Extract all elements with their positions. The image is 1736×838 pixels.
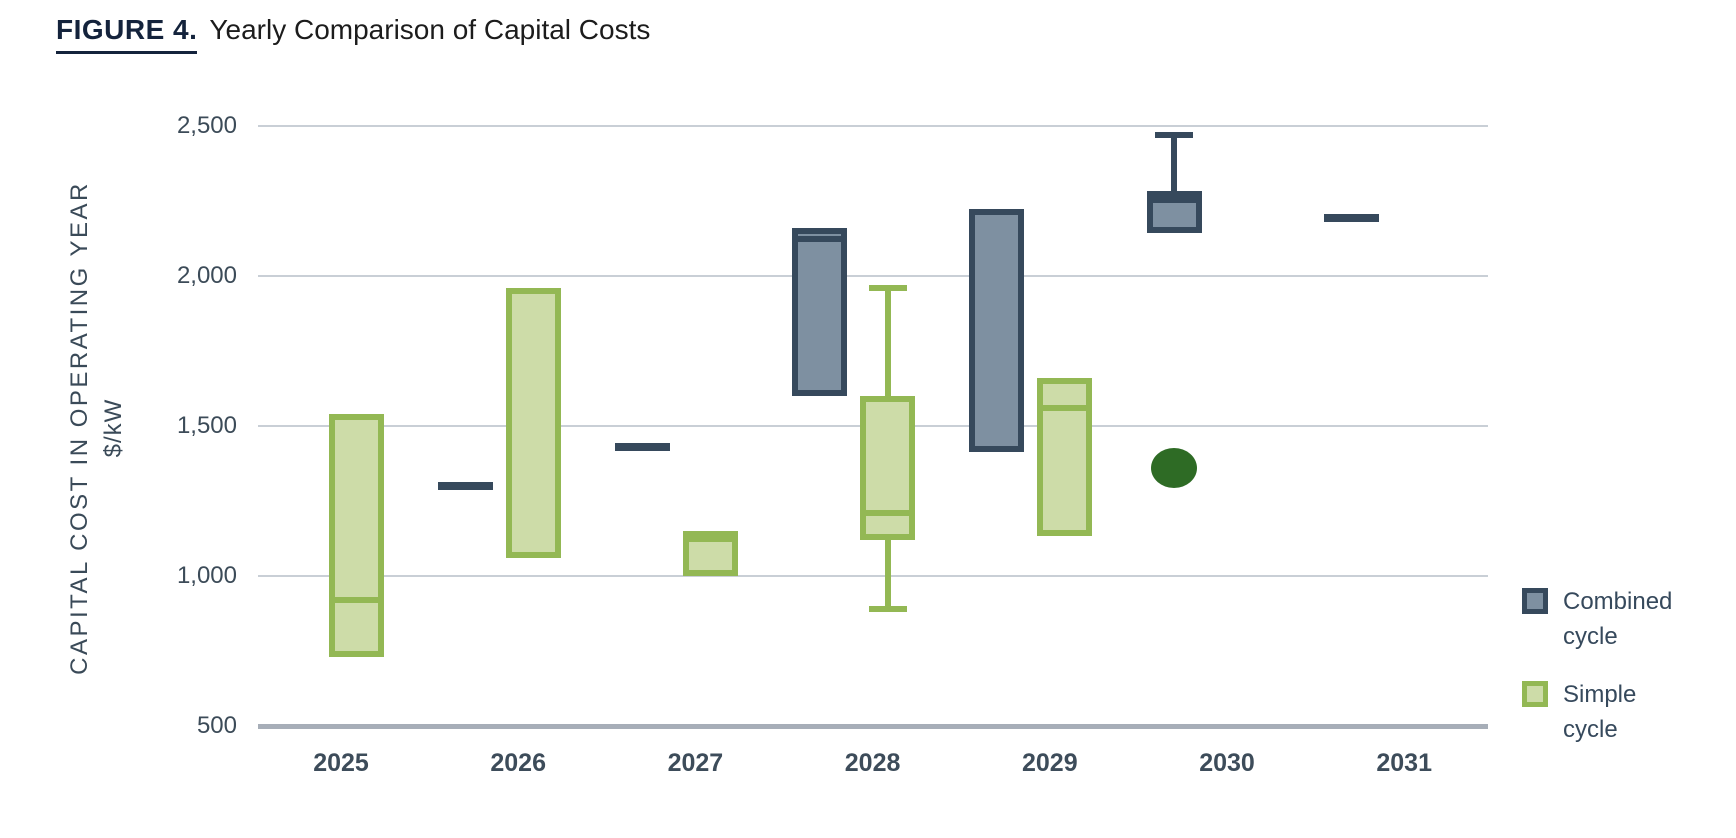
whisker-high-stem-2028-simple-cycle (884, 288, 891, 396)
median-2028-combined-cycle (798, 235, 842, 242)
box-2029-combined-cycle (969, 208, 1025, 452)
figure-title-text: Yearly Comparison of Capital Costs (209, 14, 651, 45)
box-2029-simple-cycle (1037, 378, 1093, 536)
x-tick-label-2027: 2027 (667, 749, 724, 777)
x-tick-label-2025: 2025 (313, 749, 369, 777)
gridline-1,000 (258, 575, 1488, 577)
figure-title: FIGURE 4. Yearly Comparison of Capital Co… (56, 14, 650, 54)
legend-text: cycle (1563, 623, 1618, 650)
dash-2026-combined-cycle (437, 482, 493, 490)
x-tick-label-2026: 2026 (490, 749, 546, 777)
x-tick-label-2031: 2031 (1376, 749, 1432, 777)
legend-text: cycle (1563, 716, 1618, 743)
box-2028-combined-cycle (792, 228, 848, 396)
x-tick-label-2028: 2028 (844, 749, 901, 777)
whisker-low-stem-2028-simple-cycle (884, 540, 891, 609)
combined-cycle-swatch-icon (1522, 588, 1548, 614)
dash-2027-combined-cycle (614, 443, 670, 451)
gridline-2,000 (258, 275, 1488, 277)
median-2030-combined-cycle (1152, 196, 1196, 203)
legend-text: Simple (1563, 681, 1637, 708)
whisker-high-cap-2030-combined-cycle (1155, 132, 1193, 138)
whisker-high-stem-2030-combined-cycle (1171, 135, 1177, 191)
y-tick-label-2,500: 2,500 (176, 112, 237, 139)
whisker-low-cap-2028-simple-cycle (868, 606, 907, 612)
figure-number-label: FIGURE 4. (56, 14, 198, 54)
legend-entry-combined-cycle: Combined cycle (1522, 584, 1672, 654)
legend-entry-simple-cycle: Simple cycle (1522, 677, 1672, 747)
legend: Combined cycle Simple cycle (1522, 584, 1672, 770)
legend-label-combined: Combined cycle (1563, 584, 1672, 654)
x-axis-baseline (258, 724, 1488, 729)
box-2026-simple-cycle (505, 288, 561, 558)
box-2028-simple-cycle (860, 396, 916, 540)
simple-cycle-swatch-icon (1522, 681, 1548, 707)
median-2028-simple-cycle (866, 510, 910, 516)
y-tick-label-2,000: 2,000 (176, 262, 237, 289)
gridline-2,500 (258, 125, 1488, 127)
legend-text: Combined (1563, 588, 1673, 615)
box-2025-simple-cycle (328, 414, 384, 657)
dash-2031-combined-cycle (1323, 213, 1379, 222)
legend-label-simple: Simple cycle (1563, 677, 1636, 747)
whisker-high-cap-2028-simple-cycle (868, 285, 907, 291)
y-tick-label-500: 500 (196, 712, 237, 739)
y-tick-label-1,500: 1,500 (176, 412, 237, 439)
x-tick-label-2030: 2030 (1199, 749, 1255, 777)
x-tick-label-2029: 2029 (1021, 749, 1078, 777)
y-tick-label-1,000: 1,000 (176, 562, 237, 589)
median-2029-simple-cycle (1043, 405, 1087, 411)
median-2027-simple-cycle (688, 535, 732, 542)
dot-2030-simple-cycle (1151, 448, 1197, 488)
median-2025-simple-cycle (334, 597, 378, 603)
